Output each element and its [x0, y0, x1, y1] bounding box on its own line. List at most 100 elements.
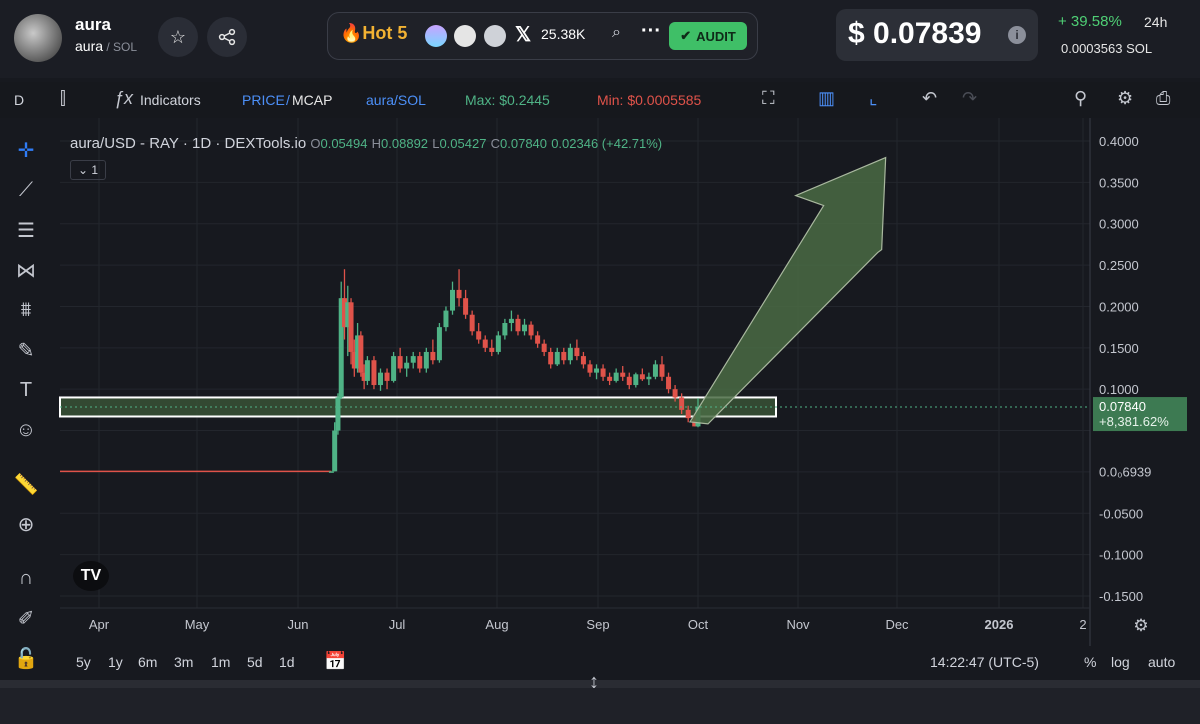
candle-body	[328, 471, 334, 473]
candle-body	[410, 356, 416, 363]
projection-icon[interactable]: ⩩	[20, 298, 32, 321]
lock-icon[interactable]: 🔓	[13, 647, 39, 670]
last-price-value: 0.07840	[1099, 399, 1146, 414]
text-tool-icon[interactable]: T	[19, 378, 33, 401]
y-tick-label: 0.2500	[1099, 258, 1139, 273]
percent-toggle[interactable]: %	[1084, 654, 1097, 670]
bars-chart-icon[interactable]: ▥	[818, 88, 836, 108]
tradingview-logo[interactable]: TV	[73, 561, 109, 591]
candle-body	[463, 298, 469, 315]
resize-handle-icon[interactable]: ↕	[589, 671, 599, 693]
axis-settings-icon[interactable]: ⚙	[1133, 616, 1148, 636]
candle-type-icon[interactable]: ⫿	[60, 88, 66, 108]
candle-body	[371, 360, 377, 386]
slash-separator: /	[286, 92, 290, 108]
indicators-button[interactable]: Indicators	[140, 92, 201, 108]
crosshair-icon[interactable]: ✛	[17, 139, 35, 162]
calendar-icon[interactable]: 📅	[324, 651, 347, 671]
interval-selector[interactable]: D	[14, 92, 25, 108]
candle-body	[580, 356, 586, 365]
shield-check-icon: ✔	[680, 28, 692, 43]
candle-body	[450, 289, 456, 311]
candle-body	[633, 374, 639, 386]
redo-icon[interactable]: ↷	[962, 88, 978, 108]
fire-icon: 🔥	[340, 23, 363, 43]
ruler-icon[interactable]: 📏	[13, 473, 39, 496]
candle-body	[384, 372, 390, 381]
x-tick-label: May	[185, 617, 210, 632]
x-tick-label: 2026	[985, 617, 1014, 632]
y-tick-label: 0.1500	[1099, 341, 1139, 356]
candle-body	[476, 331, 482, 340]
y-tick-label: -0.1000	[1099, 548, 1143, 563]
candle-body	[502, 323, 508, 336]
settings-icon[interactable]: ⚙	[1117, 88, 1134, 108]
candle-body	[358, 335, 364, 373]
log-toggle[interactable]: log	[1111, 654, 1130, 670]
candle-body	[659, 364, 665, 377]
x-tick-label: Jun	[288, 617, 309, 632]
undo-icon[interactable]: ↶	[922, 88, 938, 108]
candle-body	[348, 302, 354, 352]
search-icon[interactable]: ⌕	[612, 24, 621, 41]
candle-body	[567, 347, 573, 361]
hot-rank-badge[interactable]: 🔥Hot 5	[340, 23, 408, 43]
range-button-1d[interactable]: 1d	[279, 654, 295, 670]
pair-toggle[interactable]: aura/SOL	[366, 92, 426, 108]
trend-line-icon[interactable]: ⟋	[19, 178, 33, 201]
zoom-icon[interactable]: ⚲	[1074, 88, 1088, 108]
candle-body	[652, 364, 658, 377]
solana-icon[interactable]	[425, 25, 447, 47]
fullscreen-icon[interactable]: ⛶	[762, 88, 775, 108]
range-button-6m[interactable]: 6m	[138, 654, 158, 670]
magnet-icon[interactable]: ∩	[18, 566, 34, 589]
more-icon[interactable]: ···	[641, 20, 661, 42]
fx-icon: ƒx	[114, 88, 134, 108]
pair-quote: SOL	[113, 40, 138, 54]
pattern-icon[interactable]: ⋈	[16, 259, 36, 282]
candle-body	[430, 351, 436, 361]
price-chart[interactable]: 0.4000 0.3500 0.3000 0.2500 0.2000 0.1500 0.10…	[0, 118, 1200, 646]
share-icon	[218, 28, 236, 46]
x-tick-label: 2	[1079, 617, 1086, 632]
telegram-icon[interactable]	[484, 25, 506, 47]
panel-divider	[0, 680, 1200, 688]
x-twitter-icon[interactable]: 𝕏	[515, 24, 532, 46]
globe-icon[interactable]	[454, 25, 476, 47]
x-tick-label: Apr	[89, 617, 110, 632]
x-tick-label: Aug	[485, 617, 508, 632]
price-box	[836, 9, 1038, 61]
min-price: Min: $0.0005585	[597, 92, 702, 108]
legend-change: 0.02346 (+42.71%)	[551, 136, 663, 151]
fib-lines-icon[interactable]: ☰	[17, 219, 35, 242]
candle-body	[397, 356, 403, 369]
range-button-5y[interactable]: 5y	[76, 654, 91, 670]
emoji-icon[interactable]: ☺	[15, 418, 37, 441]
info-icon[interactable]: i	[1008, 26, 1026, 44]
range-button-3m[interactable]: 3m	[174, 654, 194, 670]
candle-body	[587, 364, 593, 373]
audit-button[interactable]: ✔ AUDIT	[669, 22, 747, 50]
candle-body	[600, 368, 606, 377]
zoom-in-icon[interactable]: ⊕	[17, 513, 35, 536]
candle-body	[423, 351, 429, 369]
indicator-collapse-button[interactable]: ⌄ 1	[70, 160, 106, 180]
candle-body	[355, 335, 361, 369]
camera-icon[interactable]: ⎙	[1156, 88, 1171, 108]
candle-body	[639, 374, 645, 380]
line-chart-icon[interactable]: ⌞	[869, 88, 878, 108]
brush-icon[interactable]: ✎	[17, 339, 35, 362]
favorite-button[interactable]: ☆	[158, 17, 198, 57]
range-button-1m[interactable]: 1m	[211, 654, 231, 670]
price-toggle[interactable]: PRICE	[242, 92, 285, 108]
range-button-1y[interactable]: 1y	[108, 654, 123, 670]
lock-drawing-icon[interactable]: ✐	[17, 607, 35, 630]
y-tick-label: -0.1500	[1099, 589, 1143, 604]
range-button-5d[interactable]: 5d	[247, 654, 263, 670]
max-price: Max: $0.2445	[465, 92, 550, 108]
candle-body	[404, 362, 410, 369]
share-button[interactable]	[207, 17, 247, 57]
candle-body	[679, 397, 685, 410]
mcap-toggle[interactable]: MCAP	[292, 92, 333, 108]
auto-toggle[interactable]: auto	[1148, 654, 1176, 670]
